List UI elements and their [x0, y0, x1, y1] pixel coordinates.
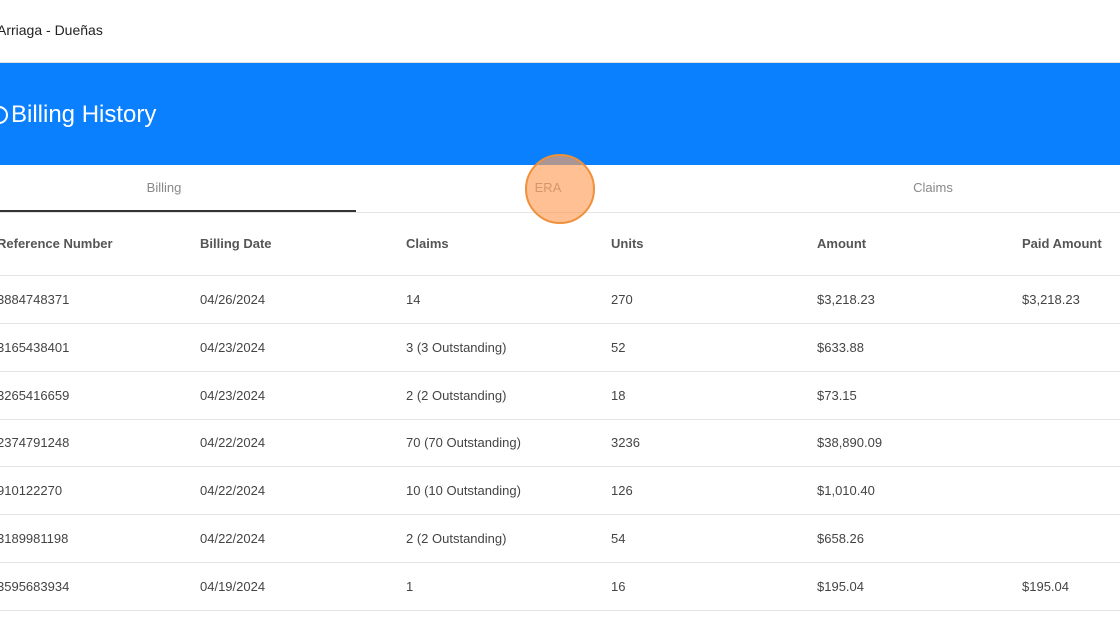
row-divider: [0, 370, 1120, 372]
row-divider: [0, 418, 1120, 420]
table-cell: 1: [406, 578, 414, 594]
table-cell: 3595683934: [0, 578, 70, 594]
table-cell: 910122270: [0, 483, 63, 499]
table-cell: 126: [611, 483, 633, 499]
table-cell: 2 (2 Outstanding): [406, 387, 507, 403]
table-cell: 270: [611, 292, 633, 307]
row-divider: [0, 466, 1120, 468]
touch-indicator: [525, 154, 595, 224]
table-cell: 18: [611, 387, 626, 403]
table-cell: 3884748371: [0, 292, 70, 307]
row-divider: [0, 609, 1120, 611]
table-cell: 52: [611, 339, 626, 355]
column-header: Claims: [406, 236, 449, 251]
table-cell: 04/22/2024: [200, 435, 266, 451]
table-cell: $3,218.23: [817, 292, 875, 307]
row-divider: [0, 562, 1120, 563]
table-cell: 3165438401: [0, 339, 70, 355]
column-header: Units: [611, 236, 644, 251]
table-cell: 3 (3 Outstanding): [406, 339, 507, 355]
header: Billing History: [0, 63, 1120, 165]
column-header: Paid Amount: [1022, 236, 1102, 251]
table: Reference Number Billing Date Claims Units A…: [0, 212, 1120, 625]
table-cell: $3,218.23: [1022, 292, 1080, 307]
table-cell: 3189981198: [0, 531, 69, 546]
table-cell: $38,890.09: [817, 435, 883, 451]
column-header: Amount: [817, 236, 867, 251]
table-cell: $73.15: [817, 387, 857, 403]
table-cell: $633.88: [817, 339, 864, 355]
column-header: Reference Number: [0, 236, 113, 251]
row-divider: [0, 323, 1120, 324]
tab-underline: [0, 210, 356, 212]
table-cell: $1,010.40: [817, 483, 875, 499]
table-cell: 3236: [611, 435, 640, 451]
header-title: Billing History: [11, 101, 157, 128]
table-cell: 04/23/2024: [200, 387, 266, 403]
row-divider: [0, 514, 1120, 516]
header-icon: [0, 106, 8, 124]
column-header: Billing Date: [200, 236, 272, 251]
table-cell: 14: [406, 292, 421, 307]
table-cell: $658.26: [817, 531, 864, 546]
top-bar: Arriaga - Dueñas: [0, 0, 1120, 63]
table-cell: $195.04: [817, 578, 864, 594]
tab[interactable]: Claims: [913, 180, 953, 195]
row-divider: [0, 275, 1120, 276]
table-cell: 04/23/2024: [200, 339, 266, 355]
table-cell: 2374791248: [0, 435, 70, 451]
table-cell: 2 (2 Outstanding): [406, 531, 507, 546]
table-cell: 70 (70 Outstanding): [406, 435, 521, 451]
table-cell: 3265416659: [0, 387, 70, 403]
top-title: Arriaga - Dueñas: [0, 22, 103, 38]
table-cell: 04/19/2024: [200, 578, 266, 594]
table-cell: 16: [611, 578, 626, 594]
table-cell: 04/26/2024: [200, 292, 266, 307]
table-cell: 54: [611, 531, 626, 546]
table-cell: $195.04: [1022, 578, 1069, 594]
tab[interactable]: Billing: [146, 180, 182, 195]
table-cell: 04/22/2024: [200, 483, 266, 499]
table-cell: 04/22/2024: [200, 531, 266, 546]
table-cell: 10 (10 Outstanding): [406, 483, 521, 499]
